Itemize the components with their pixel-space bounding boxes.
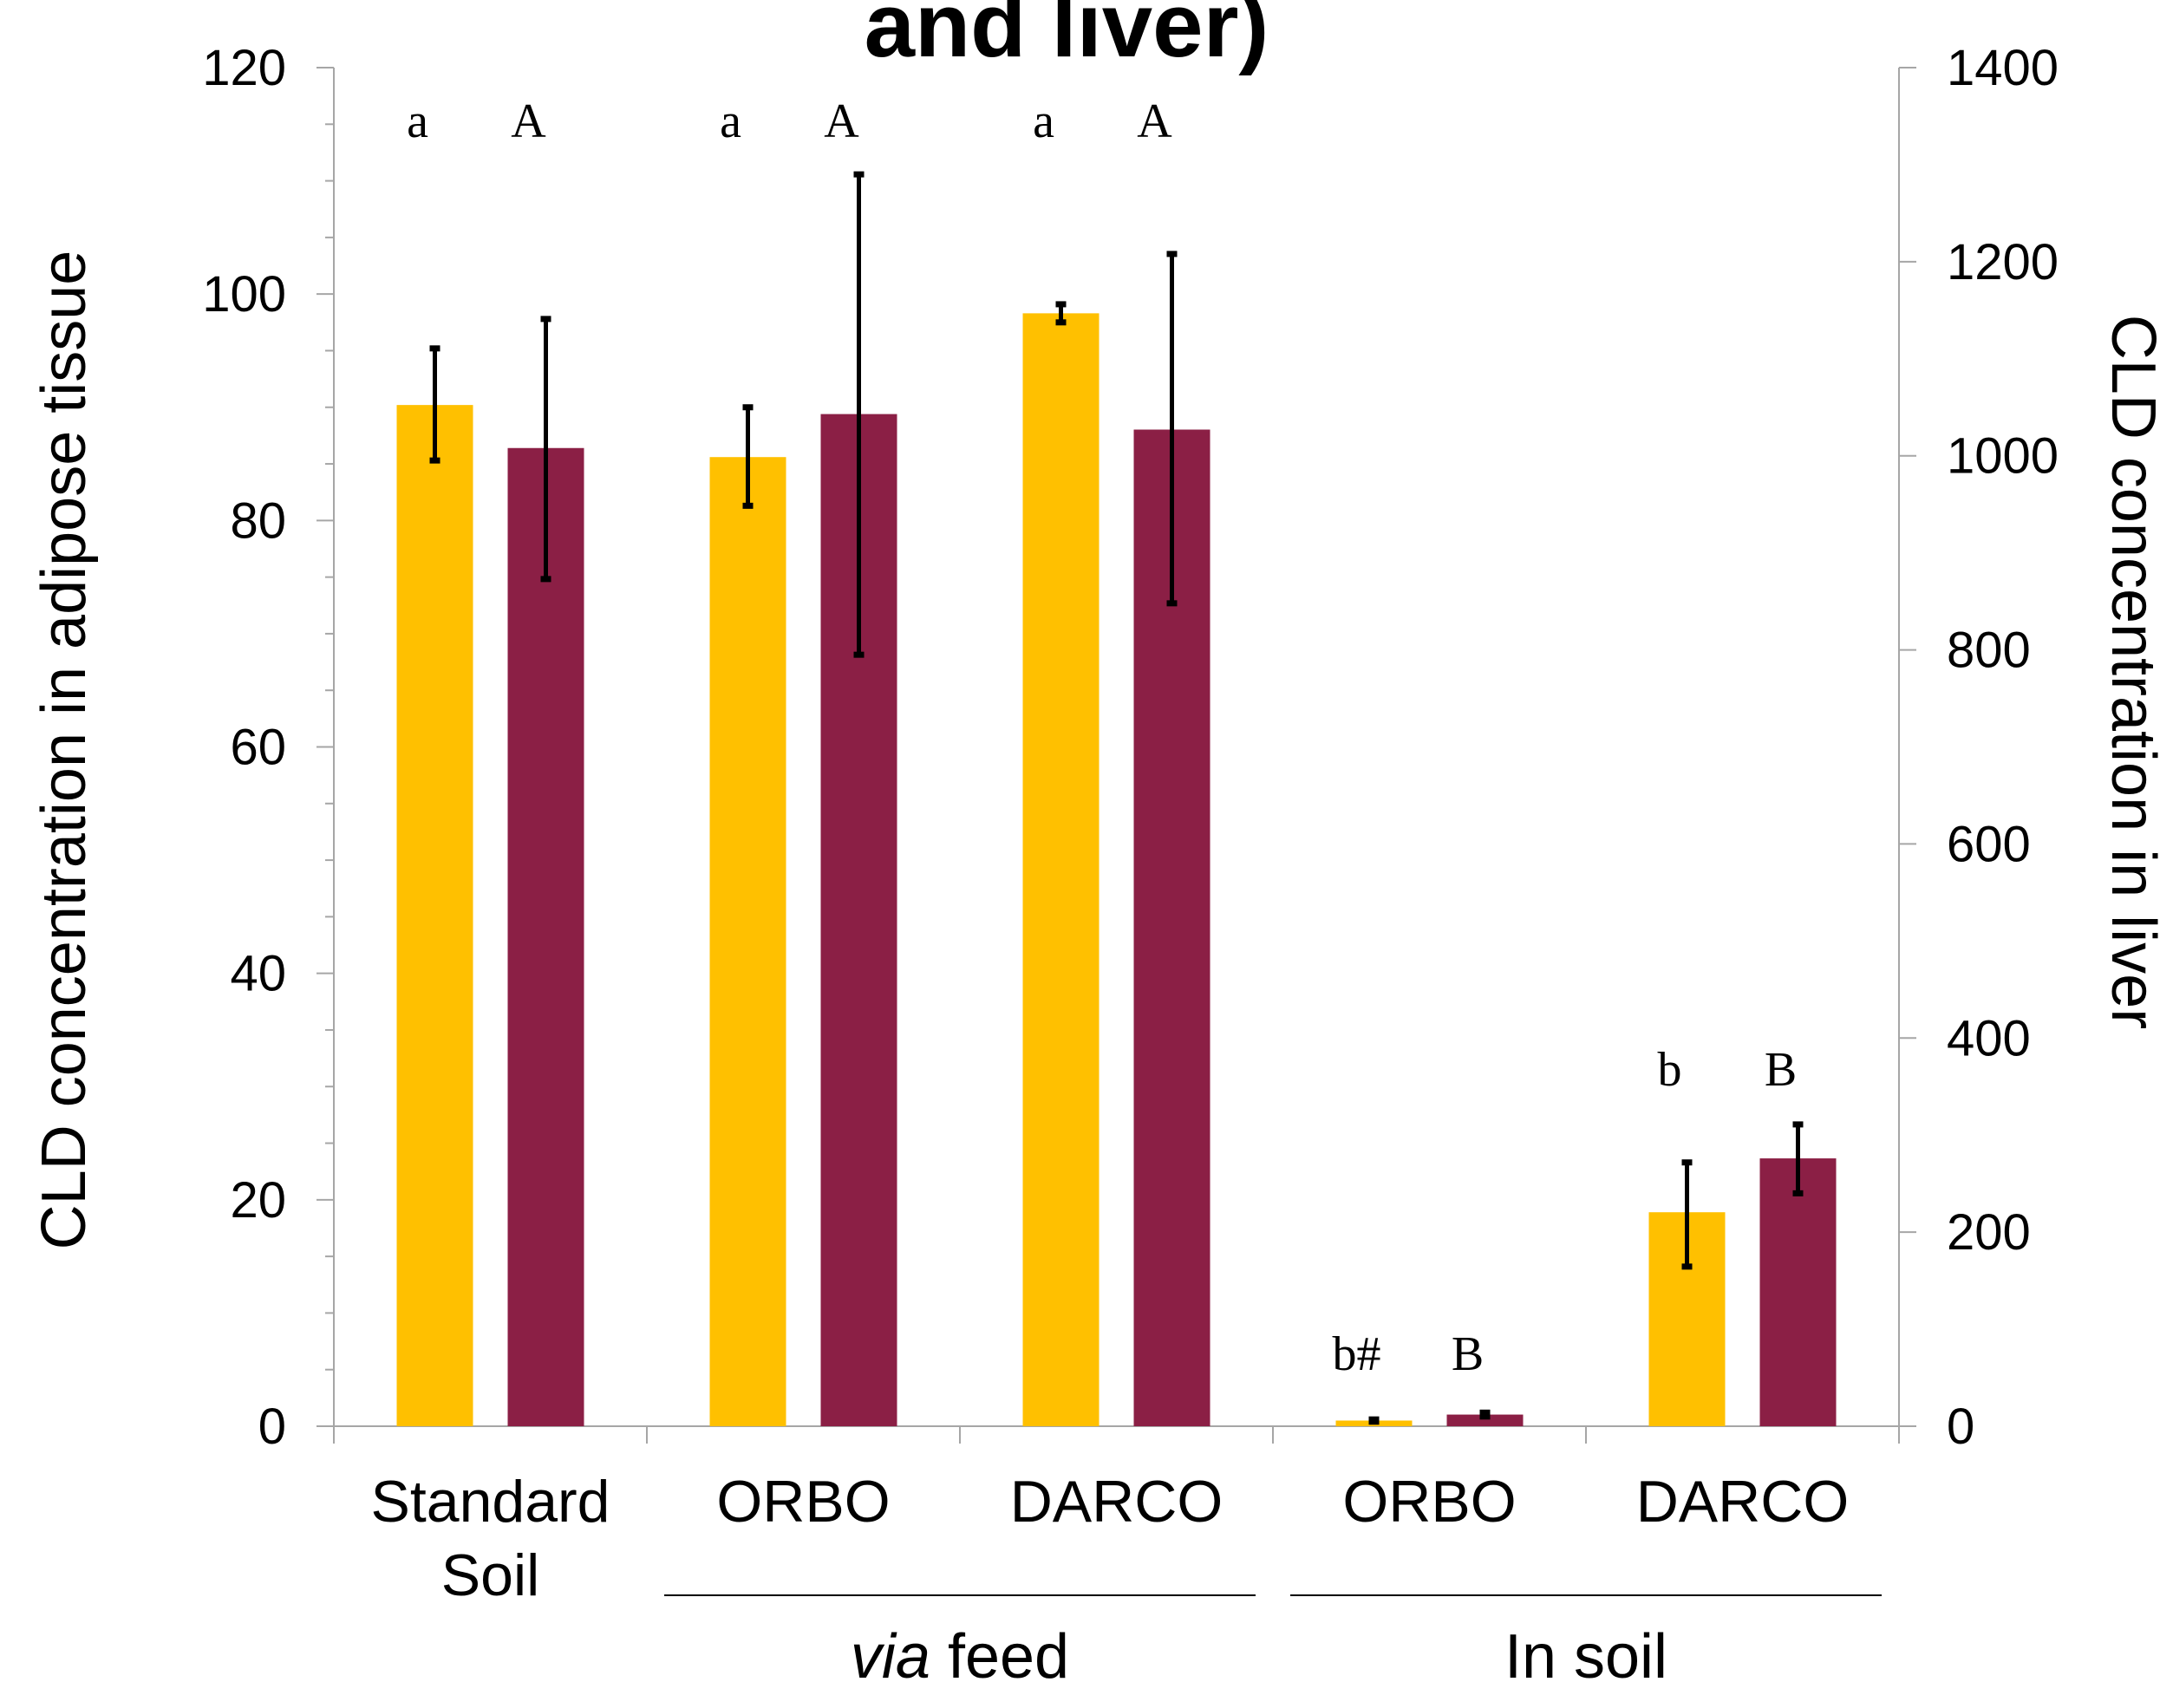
- liver-bar: [1759, 1158, 1837, 1426]
- x-category-label-line: Soil: [441, 1542, 539, 1608]
- x-category-label-line: ORBO: [716, 1469, 890, 1535]
- group-label-text: In soil: [1504, 1622, 1667, 1692]
- left-tick-label: 100: [202, 266, 286, 323]
- significance-letter: B: [1452, 1327, 1484, 1381]
- right-tick-label: 200: [1947, 1204, 2031, 1261]
- x-category-label: ORBO: [1342, 1469, 1516, 1535]
- left-tick-label: 60: [230, 720, 286, 776]
- chart-title: and liver): [865, 0, 1269, 76]
- significance-letter: a: [720, 95, 741, 148]
- x-category-label: DARCO: [1636, 1469, 1850, 1535]
- error-bars: [429, 171, 1804, 1425]
- x-category-label-line: Standard: [371, 1469, 610, 1535]
- left-tick-label: 0: [258, 1398, 286, 1455]
- left-tick-label: 120: [202, 40, 286, 96]
- x-category-label: Standard Soil: [371, 1469, 610, 1608]
- group-label: via feed: [851, 1622, 1069, 1692]
- significance-letter: b: [1658, 1043, 1682, 1097]
- group-labels: via feed In soil: [664, 1594, 1882, 1692]
- group-label-text: feed: [930, 1622, 1069, 1692]
- right-tick-label: 400: [1947, 1010, 2031, 1066]
- significance-letter: A: [1137, 95, 1172, 148]
- x-tick-labels: Standard Soil ORBO DARCO ORBO DARCO: [371, 1469, 1850, 1608]
- right-tick-label: 1200: [1947, 234, 2059, 290]
- significance-letter: b#: [1333, 1327, 1381, 1381]
- group-label-italic: via: [851, 1622, 930, 1692]
- left-tick-label: 80: [230, 492, 286, 549]
- significance-letter: A: [824, 95, 859, 148]
- group-label: In soil: [1504, 1622, 1667, 1692]
- left-axis-label: CLD concentration in adipose tissue: [29, 251, 99, 1250]
- left-tick-label: 20: [230, 1172, 286, 1229]
- significance-letter: a: [1033, 95, 1054, 148]
- bars: [396, 313, 1837, 1427]
- right-tick-label: 1400: [1947, 40, 2059, 96]
- right-tick-label: 600: [1947, 816, 2031, 872]
- x-category-label: DARCO: [1010, 1469, 1224, 1535]
- significance-letter: a: [407, 95, 428, 148]
- right-tick-label: 800: [1947, 623, 2031, 679]
- adipose-bar: [709, 457, 786, 1426]
- x-category-label-line: DARCO: [1010, 1469, 1224, 1535]
- x-category-label-line: ORBO: [1342, 1469, 1516, 1535]
- right-axis-label: CLD concentration in liver: [2098, 315, 2168, 1029]
- significance-letters: a a a b# b A A A B B: [407, 95, 1797, 1381]
- adipose-bar: [1022, 313, 1100, 1426]
- x-category-label: ORBO: [716, 1469, 890, 1535]
- significance-letter: A: [511, 95, 546, 148]
- right-tick-label: 1000: [1947, 428, 2059, 485]
- x-category-label-line: DARCO: [1636, 1469, 1850, 1535]
- left-tick-label: 40: [230, 946, 286, 1002]
- liver-bar: [1446, 1414, 1524, 1426]
- liver-bar: [507, 447, 584, 1426]
- significance-letter: B: [1765, 1043, 1797, 1097]
- adipose-bar: [396, 405, 473, 1427]
- right-tick-label: 0: [1947, 1398, 1974, 1455]
